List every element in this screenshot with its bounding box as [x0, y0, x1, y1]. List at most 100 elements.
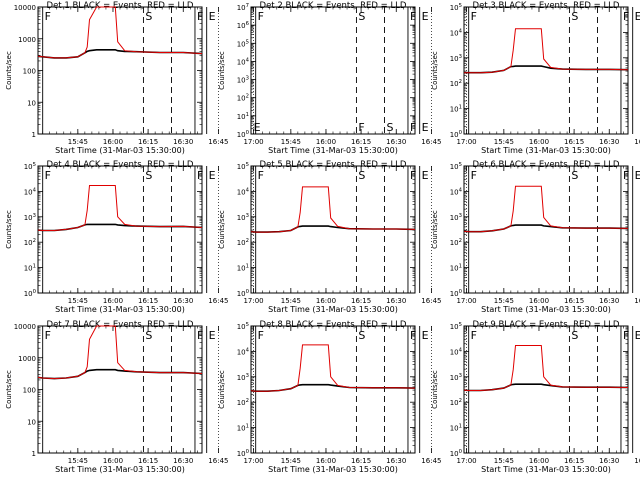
y-axis-label: Counts/sec	[218, 210, 226, 249]
series-events-line	[37, 48, 203, 59]
y-tick-label: 10	[27, 418, 36, 426]
series-lld-line	[37, 185, 203, 231]
y-tick-label: 102	[450, 79, 462, 88]
y-axis-label: Counts/sec	[431, 210, 439, 249]
y-tick-label: 100	[450, 289, 463, 298]
panel-det-9: Det 9 BLACK = Events, RED = LLD 100 101 102…	[431, 320, 640, 474]
panel-det-2: Det 2 BLACK = Events, RED = LLD 100 101 102…	[218, 1, 477, 155]
x-tick-label: 15:45	[494, 138, 514, 146]
event-label: S	[358, 169, 365, 182]
panel-title: Det 2 BLACK = Events, RED = LLD	[260, 1, 407, 11]
y-tick-label: 105	[450, 162, 462, 171]
event-label: E	[209, 329, 216, 342]
event-label: F	[197, 329, 203, 342]
y-tick-label: 104	[24, 187, 37, 196]
y-tick-label: 105	[237, 39, 249, 48]
x-tick-label: 16:45	[208, 138, 228, 146]
y-axis-label: Counts/sec	[5, 51, 13, 90]
event-label: F	[471, 10, 477, 23]
series-lld-line	[250, 186, 416, 233]
y-tick-label: 105	[237, 162, 249, 171]
y-tick-label: 100	[237, 449, 250, 458]
x-tick-label: 16:45	[421, 457, 441, 465]
panel-det-4: Det 4 BLACK = Events, RED = LLD 100 101 102…	[5, 160, 264, 314]
x-tick-label: 16:45	[634, 457, 640, 465]
x-tick-label: 16:00	[103, 457, 123, 465]
series-lld-line	[464, 28, 629, 74]
panel-det-8: Det 8 BLACK = Events, RED = LLD 100 101 102…	[218, 320, 477, 474]
y-tick-label: 103	[450, 373, 462, 382]
y-tick-label: 102	[24, 238, 36, 247]
y-tick-label: 103	[450, 54, 462, 63]
y-tick-label: 101	[450, 264, 462, 273]
event-label: E	[635, 169, 640, 182]
x-tick-label: 16:00	[316, 297, 336, 305]
x-tick-label: 16:30	[173, 297, 193, 305]
x-tick-label: 16:45	[421, 138, 441, 146]
y-tick-label: 1000	[18, 36, 36, 44]
x-tick-label: 16:00	[103, 138, 123, 146]
x-axis-label: Start Time (31-Mar-03 15:30:00)	[481, 146, 611, 155]
x-tick-label: 17:00	[243, 297, 263, 305]
y-tick-label: 104	[450, 347, 463, 356]
event-label: F	[410, 329, 416, 342]
panel-title: Det 3 BLACK = Events, RED = LLD	[473, 1, 620, 11]
event-label: F	[623, 329, 629, 342]
x-tick-label: 16:00	[316, 138, 336, 146]
event-label: S	[358, 329, 365, 342]
x-tick-label: 16:00	[529, 457, 549, 465]
event-label: F	[45, 169, 51, 182]
plot-frame	[250, 6, 416, 135]
y-tick-label: 106	[237, 21, 250, 30]
x-tick-label: 16:00	[529, 297, 549, 305]
y-tick-label: 1	[32, 131, 36, 139]
event-label: F	[471, 169, 477, 182]
event-label: F	[258, 169, 264, 182]
x-tick-label: 16:15	[564, 457, 584, 465]
y-axis-label: Counts/sec	[218, 51, 226, 90]
x-tick-label: 16:15	[351, 138, 371, 146]
y-tick-label: 101	[450, 105, 462, 114]
x-axis-label: Start Time (31-Mar-03 15:30:00)	[268, 465, 398, 474]
x-tick-label: 16:30	[599, 457, 619, 465]
y-tick-label: 100	[24, 289, 37, 298]
y-tick-label: 100	[23, 68, 36, 76]
y-tick-label: 10000	[14, 4, 36, 12]
panel-title: Det 6 BLACK = Events, RED = LLD	[473, 160, 620, 170]
event-label: E	[209, 10, 216, 23]
y-tick-label: 104	[450, 187, 463, 196]
series-lld-line	[37, 325, 203, 380]
series-lld-line	[250, 344, 416, 392]
event-label: E	[635, 329, 640, 342]
event-label: S	[571, 10, 578, 23]
x-tick-label: 16:45	[634, 297, 640, 305]
event-label: F	[258, 329, 264, 342]
x-axis-label: Start Time (31-Mar-03 15:30:00)	[55, 305, 185, 314]
plot-frame	[250, 325, 416, 454]
event-bottom-label: E	[422, 121, 429, 134]
y-axis-label: Counts/sec	[218, 370, 226, 409]
event-bottom-label: F	[410, 121, 416, 134]
y-axis-label: Counts/sec	[5, 210, 13, 249]
x-tick-label: 17:00	[456, 457, 476, 465]
x-tick-label: 16:15	[564, 297, 584, 305]
y-tick-label: 103	[237, 213, 249, 222]
event-label: F	[623, 169, 629, 182]
panel-title: Det 4 BLACK = Events, RED = LLD	[47, 160, 194, 170]
panel-title: Det 5 BLACK = Events, RED = LLD	[260, 160, 407, 170]
y-tick-label: 103	[237, 373, 249, 382]
panel-det-6: Det 6 BLACK = Events, RED = LLD 100 101 102…	[431, 160, 640, 314]
event-label: F	[410, 10, 416, 23]
y-tick-label: 103	[24, 213, 36, 222]
y-axis-label: Counts/sec	[5, 370, 13, 409]
x-tick-label: 16:30	[173, 138, 193, 146]
x-tick-label: 16:15	[138, 297, 158, 305]
x-tick-label: 16:45	[208, 457, 228, 465]
y-tick-label: 101	[237, 112, 249, 121]
y-tick-label: 100	[237, 289, 250, 298]
y-axis-label: Counts/sec	[431, 370, 439, 409]
y-tick-label: 1000	[18, 355, 36, 363]
panel-title: Det 8 BLACK = Events, RED = LLD	[260, 320, 407, 330]
event-label: E	[635, 10, 640, 23]
